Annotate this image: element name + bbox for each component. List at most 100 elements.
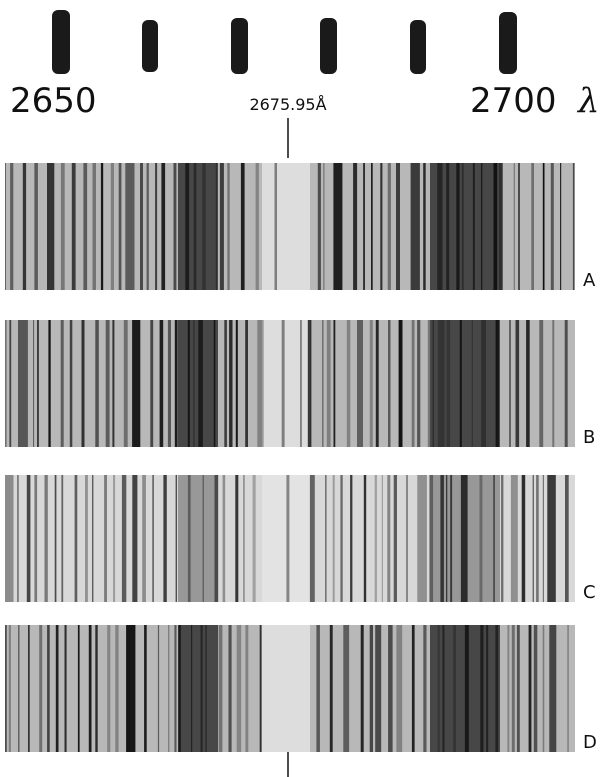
spectral-line: [516, 625, 520, 752]
spectral-line: [281, 320, 285, 447]
spectral-line: [47, 625, 50, 752]
spectral-line: [187, 320, 190, 447]
spectral-line: [28, 625, 30, 752]
spectral-line: [155, 163, 158, 290]
spectral-line: [325, 475, 327, 602]
spectral-line: [257, 320, 264, 447]
spectral-line: [464, 625, 469, 752]
spectral-line: [479, 475, 483, 602]
spectral-line: [95, 320, 99, 447]
spectral-line: [396, 625, 403, 752]
spectral-line: [202, 163, 206, 290]
spectral-line: [533, 625, 538, 752]
spectral-line: [446, 163, 450, 290]
spectral-line: [552, 320, 555, 447]
spectral-line: [115, 625, 119, 752]
spectral-line: [235, 320, 238, 447]
spectral-line: [213, 320, 216, 447]
spectral-line: [381, 475, 383, 602]
spectral-line: [5, 475, 14, 602]
light-band: [262, 320, 310, 447]
spectral-line: [132, 320, 141, 447]
spectral-line: [374, 475, 377, 602]
spectral-line: [332, 475, 335, 602]
spectrum-strip: [5, 475, 575, 602]
calibration-mark: [231, 18, 248, 74]
spectral-line: [200, 625, 203, 752]
spectral-line: [60, 163, 65, 290]
spectral-line: [417, 320, 421, 447]
spectral-line: [357, 320, 363, 447]
calibration-marks: [52, 10, 517, 74]
spectral-line: [549, 625, 557, 752]
spectral-line: [255, 163, 259, 290]
spectral-line: [105, 320, 110, 447]
spectral-line: [481, 163, 483, 290]
marker-label: 2675.95Å: [249, 95, 326, 114]
spectral-line: [193, 320, 195, 447]
spectral-line: [423, 163, 426, 290]
spectral-line: [167, 320, 171, 447]
spectral-line: [307, 320, 312, 447]
spectral-line: [572, 163, 575, 290]
spectral-line: [510, 475, 518, 602]
spectral-line: [542, 625, 545, 752]
spectral-line: [118, 163, 122, 290]
spectral-line: [132, 475, 138, 602]
spectral-line: [173, 163, 177, 290]
spectral-line: [235, 475, 239, 602]
spectral-line: [26, 475, 31, 602]
spectral-line: [493, 475, 495, 602]
spectral-line: [429, 475, 434, 602]
spectral-line: [396, 163, 400, 290]
spectral-line: [146, 163, 149, 290]
spectral-line: [64, 625, 67, 752]
spectral-line: [113, 475, 116, 602]
spectral-line: [174, 320, 178, 447]
spectral-line: [309, 475, 315, 602]
spectral-line: [71, 163, 76, 290]
dark-band: [178, 163, 218, 290]
spectral-line: [18, 625, 20, 752]
spectral-line: [531, 163, 534, 290]
spectral-line: [388, 320, 391, 447]
spectral-line: [215, 163, 217, 290]
spectral-line: [495, 625, 499, 752]
spectrum-label: A: [583, 270, 596, 291]
spectral-line: [219, 163, 224, 290]
spectral-line: [393, 475, 397, 602]
spectral-line: [214, 475, 219, 602]
spectral-line: [450, 475, 453, 602]
spectral-line: [144, 625, 147, 752]
spectral-line: [343, 625, 350, 752]
spectral-line: [340, 475, 343, 602]
spectral-line: [427, 320, 430, 447]
spectral-line: [85, 475, 88, 602]
wavelength-label: 2650: [10, 81, 97, 121]
spectral-line: [507, 625, 510, 752]
spectral-line: [369, 320, 373, 447]
spectral-line: [440, 475, 444, 602]
spectral-line: [480, 625, 484, 752]
spectral-line: [322, 320, 324, 447]
spectral-line: [236, 625, 242, 752]
spectral-line: [459, 320, 462, 447]
spectral-line: [5, 625, 7, 752]
spectral-line: [456, 163, 460, 290]
spectral-line: [17, 475, 19, 602]
spectral-line: [499, 163, 503, 290]
spectral-line: [453, 625, 456, 752]
spectral-line: [9, 320, 12, 447]
spectral-line: [185, 163, 190, 290]
spectral-line: [47, 163, 55, 290]
calibration-mark: [410, 20, 426, 74]
spectral-line: [100, 163, 104, 290]
spectral-line: [140, 163, 143, 290]
spectral-line: [107, 625, 111, 752]
spectral-line: [191, 625, 193, 752]
spectral-line: [371, 163, 373, 290]
spectral-line: [174, 625, 177, 752]
spectral-line: [218, 625, 223, 752]
spectral-line: [83, 163, 88, 290]
light-band: [262, 625, 310, 752]
